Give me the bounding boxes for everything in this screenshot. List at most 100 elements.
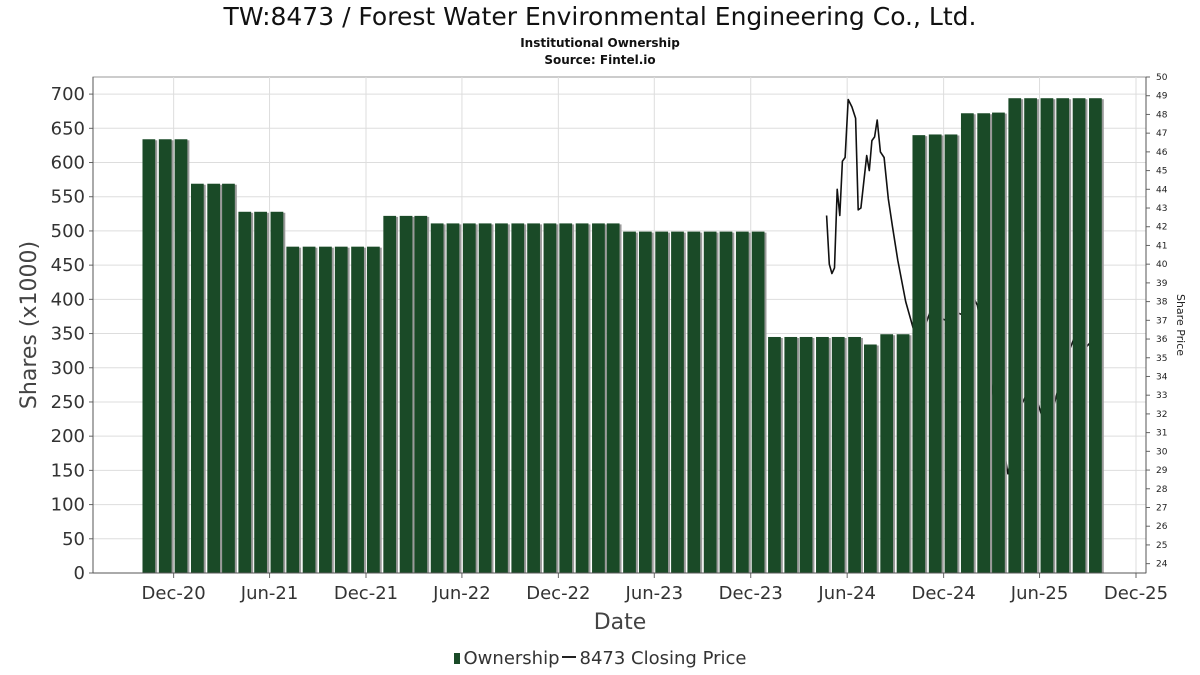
y-axis-title: Shares (x1000) bbox=[17, 241, 42, 409]
y2-tick-label: 26 bbox=[1156, 522, 1168, 532]
x-tick-label: Dec-24 bbox=[912, 583, 976, 604]
ownership-bar bbox=[592, 223, 605, 573]
y2-tick-label: 49 bbox=[1156, 92, 1168, 102]
x-tick-label: Jun-24 bbox=[817, 583, 876, 604]
y-tick-label: 650 bbox=[51, 118, 85, 139]
ownership-bar bbox=[238, 211, 252, 573]
y2-tick-label: 33 bbox=[1156, 391, 1167, 401]
y-tick-label: 600 bbox=[51, 153, 85, 174]
ownership-bar bbox=[623, 231, 636, 573]
ownership-bar bbox=[559, 223, 573, 573]
y2-tick-label: 28 bbox=[1156, 485, 1168, 495]
x-tick-label: Jun-25 bbox=[1010, 583, 1069, 604]
y2-tick-label: 38 bbox=[1156, 298, 1168, 308]
ownership-bar bbox=[383, 215, 397, 573]
y-tick-label: 50 bbox=[62, 529, 85, 550]
ownership-bar bbox=[222, 183, 235, 573]
ownership-bar bbox=[351, 246, 364, 574]
y2-tick-label: 30 bbox=[1156, 447, 1168, 457]
y-tick-label: 550 bbox=[51, 187, 85, 208]
ownership-bars bbox=[142, 98, 1104, 574]
legend-swatch-ownership bbox=[453, 653, 460, 664]
y2-tick-label: 46 bbox=[1156, 148, 1168, 158]
ownership-bar bbox=[1072, 98, 1086, 573]
ownership-bar bbox=[896, 334, 910, 573]
ownership-bar bbox=[319, 246, 332, 574]
ownership-bar bbox=[784, 336, 798, 573]
ownership-bar bbox=[751, 231, 765, 573]
ownership-bar bbox=[1008, 98, 1022, 573]
x-tick-label: Dec-22 bbox=[526, 583, 590, 604]
ownership-bar bbox=[367, 246, 380, 574]
y-tick-label: 400 bbox=[51, 289, 85, 310]
ownership-bar bbox=[687, 231, 701, 573]
ownership-bar bbox=[527, 223, 540, 573]
ownership-bar bbox=[799, 336, 813, 573]
y2-tick-label: 36 bbox=[1156, 335, 1168, 345]
ownership-bar bbox=[286, 246, 300, 574]
ownership-bar bbox=[174, 139, 188, 574]
ownership-bar bbox=[848, 336, 861, 573]
ownership-bar bbox=[190, 183, 204, 573]
y2-tick-label: 43 bbox=[1156, 204, 1167, 214]
legend: Ownership 8473 Closing Price bbox=[0, 648, 1200, 669]
ownership-bar bbox=[863, 344, 877, 573]
y-tick-label: 450 bbox=[51, 255, 85, 276]
y2-tick-label: 47 bbox=[1156, 129, 1167, 139]
legend-label-price: 8473 Closing Price bbox=[579, 648, 747, 669]
y-tick-label: 300 bbox=[51, 358, 85, 379]
ownership-bar bbox=[334, 246, 348, 574]
ownership-bar bbox=[703, 231, 717, 573]
y2-tick-label: 32 bbox=[1156, 410, 1167, 420]
ownership-bar bbox=[638, 231, 652, 573]
x-tick-label: Jun-23 bbox=[625, 583, 684, 604]
y2-tick-label: 25 bbox=[1156, 541, 1167, 551]
axes: 0 50 100 150 200 250 300 350 400 450 500 550 600 650 7… bbox=[51, 73, 1168, 604]
y-tick-label: 150 bbox=[51, 460, 85, 481]
ownership-bar bbox=[462, 223, 476, 573]
ownership-bar bbox=[399, 215, 413, 573]
x-tick-label: Jun-21 bbox=[240, 583, 299, 604]
y2-tick-label: 24 bbox=[1156, 560, 1168, 570]
ownership-bar bbox=[977, 113, 991, 573]
y-tick-label: 200 bbox=[51, 426, 85, 447]
ownership-bar bbox=[511, 223, 525, 573]
ownership-bar bbox=[960, 113, 974, 573]
y2-axis-title: Share Price bbox=[1174, 294, 1187, 356]
ownership-bar bbox=[575, 223, 589, 573]
y2-tick-label: 45 bbox=[1156, 167, 1167, 177]
ownership-bar bbox=[606, 223, 620, 573]
x-tick-label: Jun-22 bbox=[432, 583, 491, 604]
chart-source: Source: Fintel.io bbox=[544, 53, 656, 67]
ownership-bar bbox=[831, 336, 845, 573]
ownership-bar bbox=[992, 112, 1005, 574]
ownership-bar bbox=[207, 183, 221, 573]
ownership-bar bbox=[1024, 98, 1037, 573]
x-tick-label: Dec-21 bbox=[334, 583, 398, 604]
ownership-bar bbox=[1056, 98, 1070, 573]
ownership-bar bbox=[735, 231, 749, 573]
ownership-bar bbox=[944, 134, 958, 573]
ownership-bar bbox=[158, 139, 172, 574]
y-tick-label: 500 bbox=[51, 221, 85, 242]
y2-tick-label: 48 bbox=[1156, 110, 1168, 120]
legend-swatch-price bbox=[561, 656, 576, 658]
y2-tick-label: 34 bbox=[1156, 372, 1168, 382]
ownership-bar bbox=[270, 211, 284, 573]
x-tick-label: Dec-25 bbox=[1104, 583, 1168, 604]
x-tick-label: Dec-20 bbox=[142, 583, 206, 604]
ownership-bar bbox=[1089, 98, 1102, 573]
x-axis-title: Date bbox=[594, 610, 647, 635]
ownership-bar bbox=[816, 336, 829, 573]
ownership-bar bbox=[719, 231, 733, 573]
ownership-bar bbox=[446, 223, 460, 573]
y2-tick-label: 42 bbox=[1156, 223, 1167, 233]
ownership-bar bbox=[671, 231, 684, 573]
y2-tick-label: 31 bbox=[1156, 429, 1167, 439]
ownership-bar bbox=[768, 336, 781, 573]
y2-tick-label: 29 bbox=[1156, 466, 1168, 476]
ownership-bar bbox=[254, 211, 267, 573]
ownership-bar bbox=[1040, 98, 1054, 573]
y2-tick-label: 44 bbox=[1156, 185, 1168, 195]
